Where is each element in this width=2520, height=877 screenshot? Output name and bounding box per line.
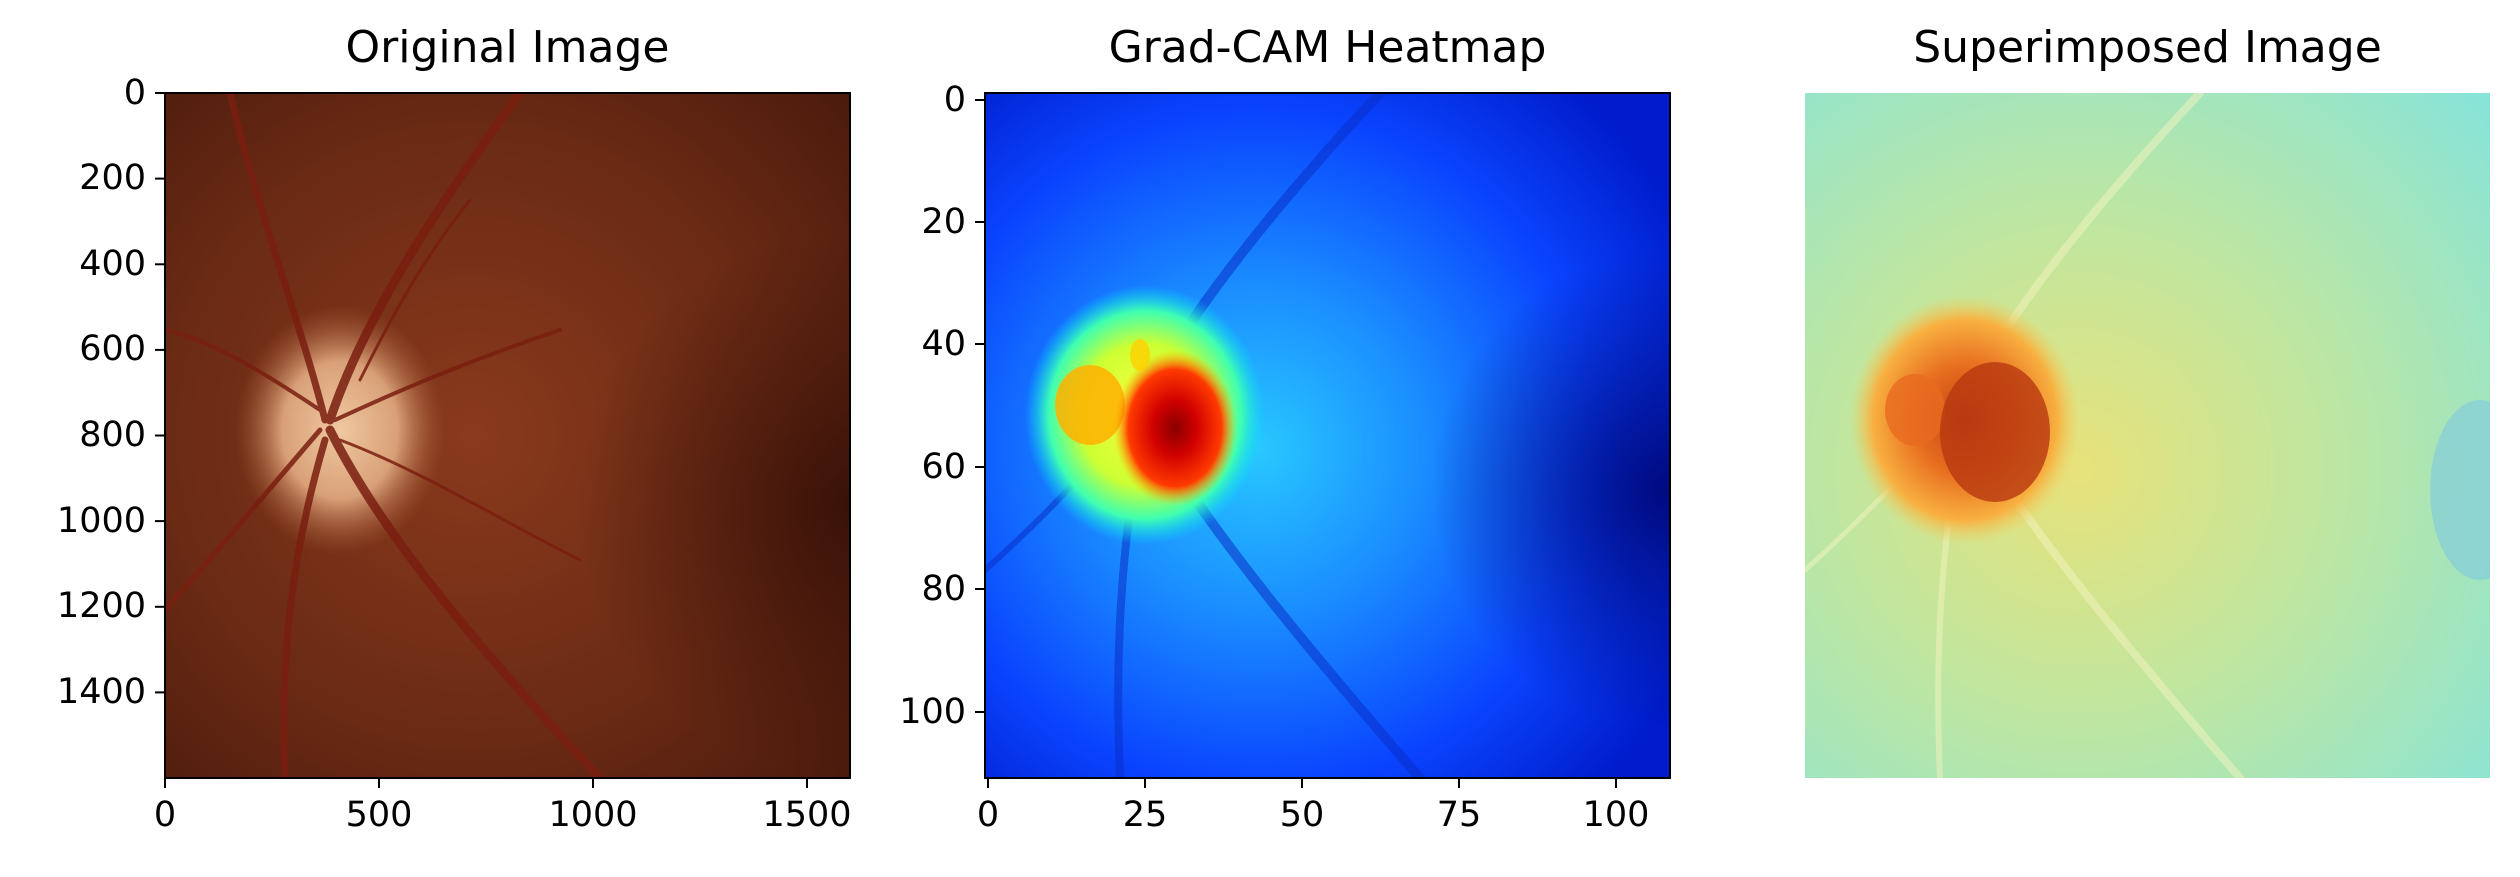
panel-1-ytick: 0 xyxy=(123,73,146,113)
panel-1-ytick: 600 xyxy=(79,329,146,369)
panel-1-title: Original Image xyxy=(345,22,670,73)
panel-2-xtick: 50 xyxy=(1279,795,1325,835)
panel-1-xtick: 500 xyxy=(345,795,413,835)
panel-2-ytick: 40 xyxy=(921,324,966,364)
panel-2-xtick: 0 xyxy=(976,795,1000,835)
panel-1-xtick: 1500 xyxy=(762,795,852,835)
panel-1-xtick: 1000 xyxy=(548,795,638,835)
panel-2-ticks xyxy=(975,99,1617,788)
panel-2-ytick: 100 xyxy=(899,692,966,732)
panel-1-ytick: 1000 xyxy=(56,501,146,541)
panel-3-title: Superimposed Image xyxy=(1913,22,2382,73)
panel-1-ytick: 400 xyxy=(79,244,146,284)
panel-1-ytick: 1400 xyxy=(56,672,146,712)
panel-2-title: Grad-CAM Heatmap xyxy=(1108,22,1547,73)
panel-1-ytick: 200 xyxy=(79,158,146,198)
panel-1-xtick: 0 xyxy=(153,795,177,835)
panel-2-ytick: 20 xyxy=(921,202,966,242)
panel-1-ytick: 800 xyxy=(79,415,146,455)
panel-2-ytick: 80 xyxy=(921,569,966,609)
panel-2-xtick: 25 xyxy=(1122,795,1168,835)
panel-1-ytick: 1200 xyxy=(56,586,146,626)
panel-2-xtick: 75 xyxy=(1436,795,1482,835)
panel-2-ytick: 60 xyxy=(921,447,966,487)
panel-2-xtick: 100 xyxy=(1582,795,1650,835)
panel-2-ytick: 0 xyxy=(943,80,966,120)
panel-1-ticks xyxy=(155,92,808,788)
